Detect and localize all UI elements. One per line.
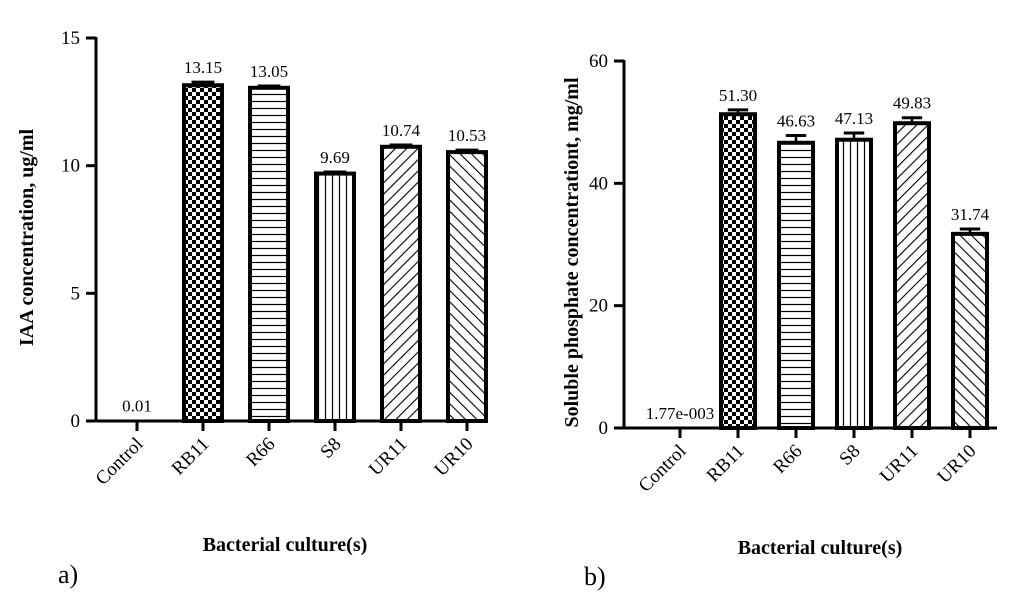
- data-label: 9.69: [320, 148, 350, 167]
- x-tick-label: UR10: [431, 434, 478, 481]
- panel-label: b): [584, 562, 606, 591]
- x-axis-title: Bacterial culture(s): [203, 534, 368, 556]
- data-label: 10.53: [448, 126, 486, 145]
- x-tick-label: R66: [769, 441, 806, 478]
- x-tick-label: S8: [835, 441, 864, 470]
- data-label: 51.30: [719, 86, 757, 105]
- x-tick-label: UR10: [934, 441, 981, 488]
- bar-s8: [835, 137, 873, 430]
- y-tick-label: 15: [61, 28, 80, 49]
- bar-ur11: [893, 121, 931, 430]
- data-label: 10.74: [382, 121, 421, 140]
- data-label: 0.01: [122, 397, 152, 416]
- bar-r66: [248, 85, 290, 423]
- data-label: 13.15: [184, 58, 222, 77]
- bar-ur10: [951, 231, 989, 430]
- x-tick-label: RB11: [168, 434, 214, 480]
- chart-panel-a: 0 5 10 15 0.01 Control 13.15 RB11 13.05 R66 9.69 S8…: [16, 28, 488, 589]
- y-tick-label: 60: [589, 51, 608, 72]
- bar-r66: [777, 140, 815, 430]
- panel-label: a): [58, 560, 78, 589]
- data-label: 46.63: [777, 111, 815, 130]
- chart-panel-b: 0 20 40 60 1.77e-003 Control 51.30 RB11 46.63 R66…: [561, 51, 997, 591]
- y-axis-title: Soluble phosphate concentrationt, mg/ml: [561, 77, 583, 427]
- y-tick-label: 5: [71, 283, 81, 304]
- y-axis-title: IAA concentration, ug/ml: [16, 128, 38, 346]
- data-label: 49.83: [893, 94, 931, 113]
- x-tick-label: UR11: [365, 434, 411, 480]
- y-tick-label: 40: [589, 173, 608, 194]
- bar-ur10: [446, 150, 488, 423]
- y-tick-label: 20: [589, 296, 608, 317]
- data-label: 13.05: [250, 62, 288, 81]
- x-tick-label: Control: [635, 441, 691, 497]
- data-label: 31.74: [951, 205, 990, 224]
- bar-ur11: [380, 144, 422, 423]
- y-tick-label: 0: [599, 418, 609, 439]
- bar-s8: [314, 171, 356, 423]
- bar-rb11: [719, 112, 757, 430]
- x-tick-label: UR11: [876, 441, 922, 487]
- y-tick-label: 0: [71, 411, 81, 432]
- y-tick-label: 10: [61, 156, 80, 177]
- x-tick-label: S8: [316, 434, 345, 463]
- x-tick-label: R66: [242, 434, 279, 471]
- data-label: 1.77e-003: [646, 404, 714, 423]
- bar-rb11: [182, 83, 224, 423]
- x-tick-label: Control: [92, 434, 148, 490]
- x-axis-title: Bacterial culture(s): [738, 537, 903, 559]
- x-tick-label: RB11: [703, 441, 749, 487]
- data-label: 47.13: [835, 109, 873, 128]
